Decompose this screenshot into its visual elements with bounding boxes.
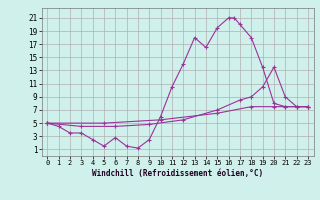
X-axis label: Windchill (Refroidissement éolien,°C): Windchill (Refroidissement éolien,°C) — [92, 169, 263, 178]
